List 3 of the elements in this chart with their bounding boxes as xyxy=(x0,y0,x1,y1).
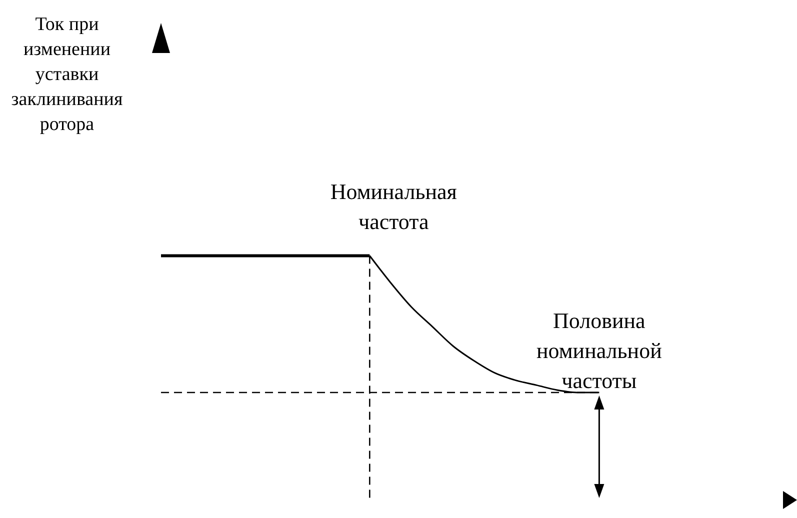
annotation: Половина номинальной частоты xyxy=(536,306,663,395)
text: Ток при изменении уставки заклинивания ротора xyxy=(10,13,124,137)
text: Номинальная частота xyxy=(329,178,458,236)
